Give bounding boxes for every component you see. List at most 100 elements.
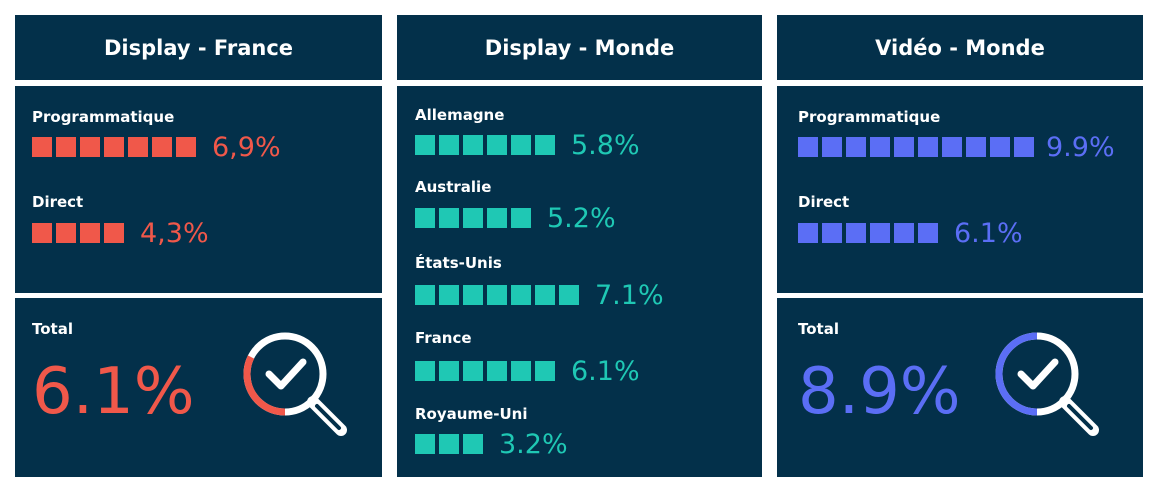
bar-square xyxy=(104,137,124,157)
bar-square xyxy=(798,223,818,243)
bar-square xyxy=(487,285,507,305)
title-display-france: Display - France xyxy=(103,35,294,60)
magnifier-check-icon xyxy=(243,332,347,436)
bar-square xyxy=(487,208,507,228)
value-royaume-uni: 3.2% xyxy=(499,428,568,460)
bar-row-royaume-uni: 3.2% xyxy=(415,429,568,459)
total-label: Total xyxy=(32,320,73,338)
bar-square xyxy=(104,223,124,243)
checkmark xyxy=(265,358,307,390)
value-etats-unis: 7.1% xyxy=(595,279,664,311)
squares-direct-video xyxy=(798,223,942,243)
bar-square xyxy=(487,361,507,381)
bar-square xyxy=(439,434,459,454)
title-video-monde: Vidéo - Monde xyxy=(875,35,1045,60)
bar-square xyxy=(846,223,866,243)
bar-square xyxy=(511,361,531,381)
bar-square xyxy=(511,208,531,228)
label-australie: Australie xyxy=(415,178,492,196)
magnifier-check-icon xyxy=(995,332,1099,436)
squares-direct xyxy=(32,223,128,243)
value-programmatique: 6,9% xyxy=(212,131,281,163)
bar-square xyxy=(798,137,818,157)
label-etats-unis: États-Unis xyxy=(415,254,502,272)
bar-square xyxy=(463,361,483,381)
panel-video-monde-total: Total 8.9% xyxy=(777,298,1143,477)
value-direct-video: 6.1% xyxy=(954,217,1023,249)
bar-square xyxy=(463,285,483,305)
label-direct-video: Direct xyxy=(798,193,850,211)
bar-square xyxy=(487,135,507,155)
bar-square xyxy=(32,137,52,157)
bar-square xyxy=(128,137,148,157)
squares-programmatique-video xyxy=(798,137,1038,157)
magnifier-ring-accent xyxy=(243,355,286,416)
squares-france xyxy=(415,361,559,381)
bar-square xyxy=(463,208,483,228)
bar-square xyxy=(80,223,100,243)
bar-square xyxy=(966,137,986,157)
bar-square xyxy=(463,434,483,454)
bar-square xyxy=(463,135,483,155)
bar-square xyxy=(990,137,1010,157)
value-direct: 4,3% xyxy=(140,217,209,249)
bar-row-programmatique: 6,9% xyxy=(32,132,281,162)
label-programmatique: Programmatique xyxy=(32,108,175,126)
bar-square xyxy=(415,285,435,305)
bar-row-direct: 4,3% xyxy=(32,218,209,248)
panel-display-france-total: Total 6.1% xyxy=(15,298,382,477)
label-programmatique-video: Programmatique xyxy=(798,108,941,126)
label-royaume-uni: Royaume-Uni xyxy=(415,405,528,423)
header-display-france: Display - France xyxy=(15,15,382,80)
panel-display-monde-breakdown: Allemagne 5.8% Australie 5.2% États-Unis… xyxy=(397,86,762,477)
squares-programmatique xyxy=(32,137,200,157)
label-direct: Direct xyxy=(32,193,84,211)
bar-square xyxy=(559,285,579,305)
bar-row-allemagne: 5.8% xyxy=(415,130,640,160)
bar-square xyxy=(439,361,459,381)
bar-square xyxy=(918,223,938,243)
bar-square xyxy=(822,223,842,243)
bar-square xyxy=(535,361,555,381)
bar-square xyxy=(80,137,100,157)
panel-video-monde-breakdown: Programmatique 9.9% Direct 6.1% xyxy=(777,86,1143,293)
bar-row-france: 6.1% xyxy=(415,356,640,386)
label-allemagne: Allemagne xyxy=(415,106,505,124)
bar-square xyxy=(822,137,842,157)
squares-australie xyxy=(415,208,535,228)
bar-square xyxy=(511,135,531,155)
bar-square xyxy=(870,223,890,243)
magnifier-ring-accent xyxy=(995,332,1038,416)
bar-square xyxy=(32,223,52,243)
bar-row-programmatique-video: 9.9% xyxy=(798,132,1115,162)
bar-square xyxy=(415,135,435,155)
header-video-monde: Vidéo - Monde xyxy=(777,15,1143,80)
bar-square xyxy=(846,137,866,157)
bar-square xyxy=(870,137,890,157)
bar-square xyxy=(535,285,555,305)
bar-square xyxy=(415,208,435,228)
bar-square xyxy=(56,137,76,157)
bar-square xyxy=(942,137,962,157)
bar-square xyxy=(894,137,914,157)
value-allemagne: 5.8% xyxy=(571,129,640,161)
magnifier-handle-inner xyxy=(1067,404,1093,430)
magnifier-handle-inner xyxy=(315,404,341,430)
bar-square xyxy=(415,434,435,454)
bar-square xyxy=(511,285,531,305)
panel-display-france-breakdown: Programmatique 6,9% Direct 4,3% xyxy=(15,86,382,293)
bar-square xyxy=(918,137,938,157)
total-value-video: 8.9% xyxy=(798,355,961,429)
label-france: France xyxy=(415,329,472,347)
bar-square xyxy=(56,223,76,243)
bar-square xyxy=(176,137,196,157)
title-display-monde: Display - Monde xyxy=(484,35,675,60)
bar-row-etats-unis: 7.1% xyxy=(415,280,664,310)
bar-square xyxy=(439,285,459,305)
value-france: 6.1% xyxy=(571,355,640,387)
value-australie: 5.2% xyxy=(547,202,616,234)
bar-square xyxy=(439,208,459,228)
bar-square xyxy=(1014,137,1034,157)
bar-square xyxy=(894,223,914,243)
total-label-video: Total xyxy=(798,320,839,338)
